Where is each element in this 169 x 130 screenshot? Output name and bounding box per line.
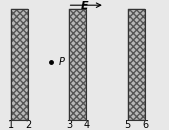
- Bar: [128, 9, 145, 120]
- Text: P: P: [59, 57, 65, 67]
- Text: 6: 6: [142, 120, 148, 130]
- Bar: [128, 9, 145, 120]
- Bar: [69, 9, 86, 120]
- Text: 1: 1: [8, 120, 14, 130]
- Bar: [11, 9, 28, 120]
- Bar: [11, 9, 28, 120]
- Bar: [69, 9, 86, 120]
- Bar: [128, 9, 145, 120]
- Text: 5: 5: [125, 120, 131, 130]
- Text: 2: 2: [25, 120, 31, 130]
- Bar: [11, 9, 28, 120]
- Text: 4: 4: [84, 120, 90, 130]
- Text: E: E: [81, 1, 88, 11]
- Bar: [69, 9, 86, 120]
- Text: 3: 3: [66, 120, 72, 130]
